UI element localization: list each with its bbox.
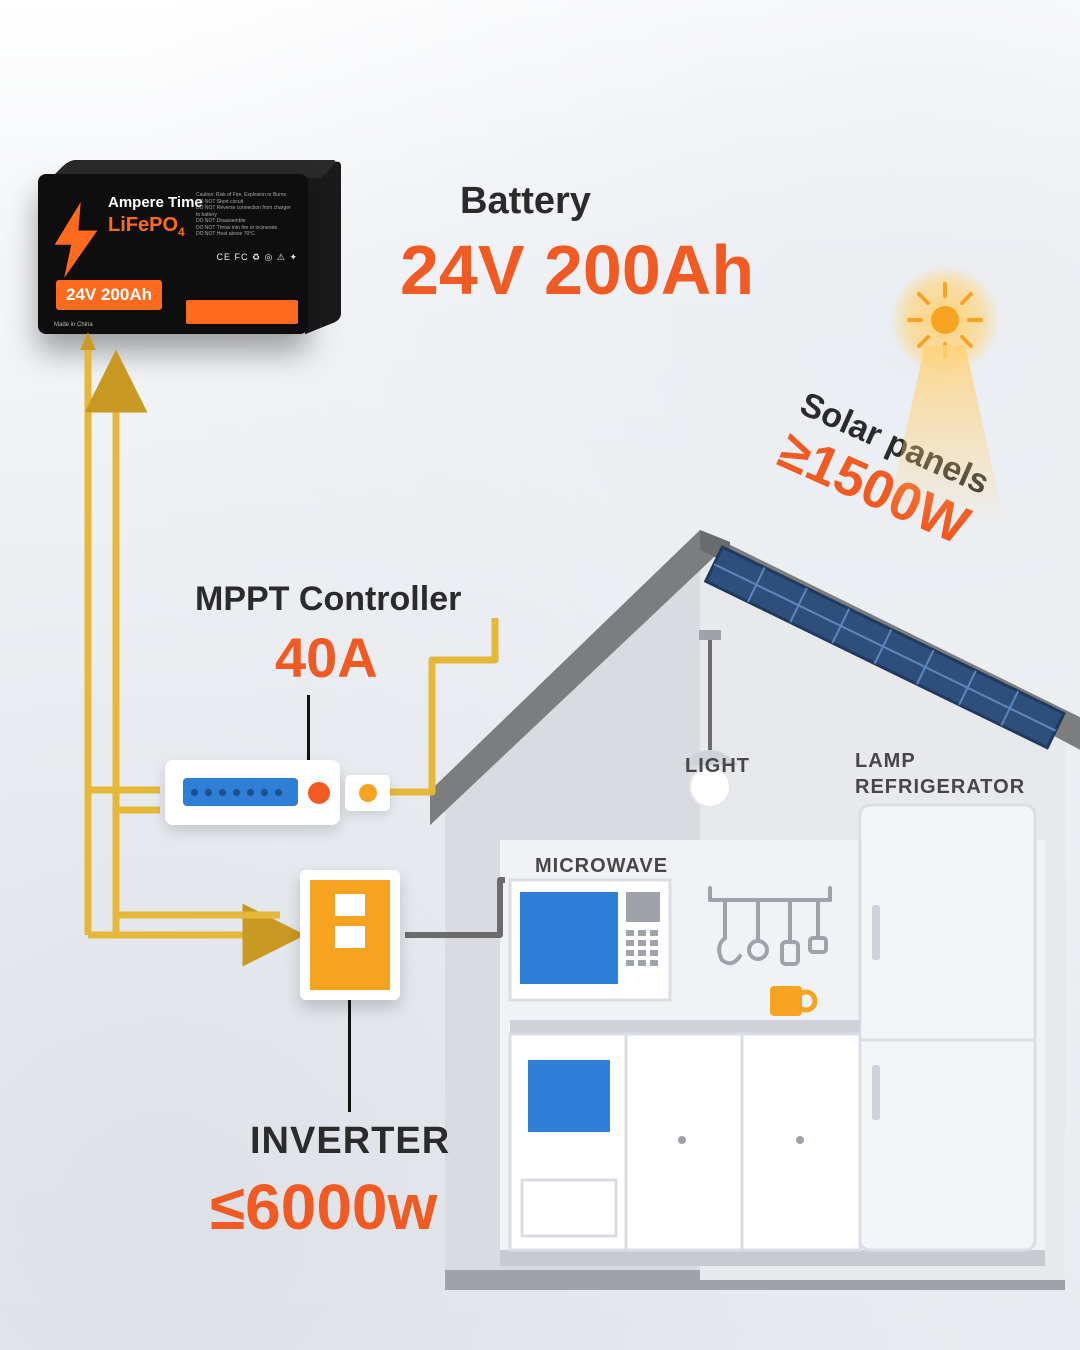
battery-made-label: Made in China [54, 322, 93, 328]
bolt-icon [52, 202, 100, 278]
battery-brand: Ampere Time [108, 194, 203, 211]
battery-caution-text: Caution: Risk of Fire, Explosion or Burn… [196, 192, 296, 240]
inverter-device [300, 870, 400, 1000]
lamp-label: LAMP [855, 750, 916, 773]
indicator-icon [359, 784, 377, 802]
microwave-label: MICROWAVE [535, 855, 668, 878]
inverter-value-label: ≤6000w [210, 1170, 437, 1244]
mppt-callout-line [307, 695, 310, 763]
mppt-knob-icon [308, 782, 330, 804]
battery-chemistry: LiFePO4 [108, 214, 185, 239]
battery-value-label: 24V 200Ah [400, 230, 754, 310]
inverter-title-label: INVERTER [250, 1120, 450, 1163]
mppt-screen [183, 778, 298, 806]
mppt-title-label: MPPT Controller [195, 580, 461, 619]
battery-spec: 24V 200Ah [56, 280, 162, 310]
mppt-controller [165, 760, 340, 825]
mppt-value-label: 40A [275, 625, 378, 690]
battery-contact-box [186, 300, 298, 324]
refrigerator-label: REFRIGERATOR [855, 776, 1025, 799]
mppt-junction-box [345, 775, 390, 811]
battery-cert-icons: CE FC ♻ ◎ ⚠ ✦ [216, 252, 298, 263]
light-label: LIGHT [685, 755, 750, 778]
battery-title-label: Battery [460, 180, 591, 223]
battery-graphic: Ampere Time LiFePO4 24V 200Ah Caution: R… [38, 160, 338, 335]
